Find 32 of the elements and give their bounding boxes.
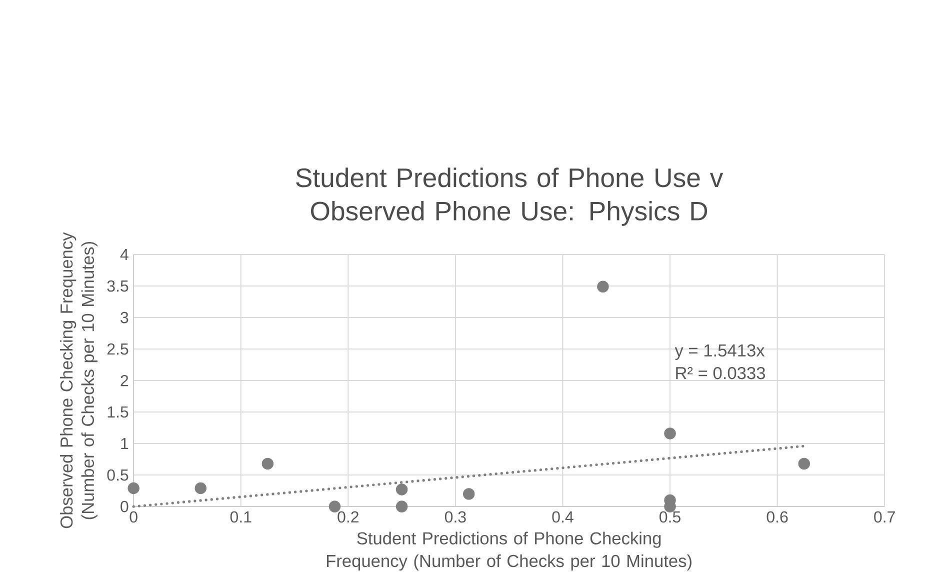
point	[597, 280, 609, 293]
chart-title: Student Predictions of Phone Use v Observed Phone Use: Physics D	[296, 168, 724, 226]
x-tick-label: 0.7	[874, 511, 895, 523]
y-tick-label: 2.5	[107, 343, 128, 355]
x-tick-label: 0.5	[660, 511, 680, 523]
y-tick-label: 2	[120, 374, 128, 386]
annotation: y = 1.5413x	[674, 344, 765, 360]
y-tick-label: 3	[120, 312, 128, 324]
x-tick-label: 0.2	[338, 511, 358, 523]
x-tick-label: 0.1	[230, 511, 252, 523]
y-tick-label: 0.5	[107, 469, 128, 481]
x-axis-title: Student Predictions of Phone Checking Frequency (Number of Checks per 10 Minutes)	[326, 532, 692, 571]
x-tick-label: 0.6	[766, 511, 788, 523]
point	[664, 428, 676, 440]
point	[328, 500, 341, 512]
y-tick-label: 0	[120, 500, 128, 512]
point	[396, 484, 408, 496]
point	[396, 500, 408, 512]
point	[798, 458, 810, 470]
x-tick-label: 0.4	[552, 511, 574, 523]
point	[194, 482, 207, 494]
y-tick-label: 1.5	[108, 406, 128, 418]
point	[128, 482, 140, 494]
point	[462, 488, 475, 500]
y-axis-title: Observed Phone Checking Frequency (Number of Checks per 10 Minutes)	[60, 232, 98, 528]
x-tick-label: 0	[130, 511, 138, 523]
x-tick-label: 0.3	[444, 511, 466, 523]
y-tick-label: 3.5	[107, 280, 128, 292]
annotation: R² = 0.0333	[676, 366, 766, 380]
y-tick-label: 1	[121, 438, 128, 450]
y-tick-label: 4	[120, 249, 128, 260]
point	[262, 458, 274, 470]
